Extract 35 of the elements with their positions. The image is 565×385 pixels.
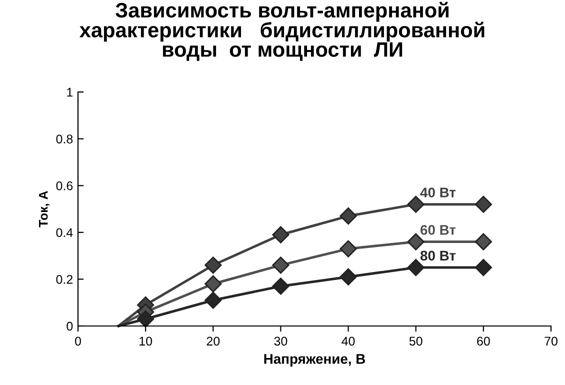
x-tick-label: 20 — [206, 336, 220, 346]
y-tick-label: 1 — [67, 88, 73, 97]
point — [474, 233, 492, 250]
point — [340, 268, 357, 286]
x-tick-label: 70 — [544, 336, 558, 346]
chart-title: Зависимость вольт-ампернаной характеристики бидистиллированной воды от мощности ЛИ — [80, 2, 484, 61]
point — [137, 310, 154, 328]
point — [204, 256, 222, 274]
x-tick-label: 40 — [342, 336, 355, 346]
y-tick-label: 0.8 — [56, 134, 73, 144]
x-tick-label: 30 — [274, 336, 288, 346]
y-tick-label: 0.2 — [56, 275, 73, 284]
x-axis-title: Напряжение, В — [264, 354, 366, 367]
point — [340, 207, 357, 225]
series-label: 60 Вт — [420, 225, 456, 235]
point — [340, 240, 357, 258]
y-axis-title: Ток, А — [39, 190, 50, 228]
point — [407, 196, 424, 213]
y-tick-label: 0.4 — [56, 228, 73, 238]
x-tick-label: 60 — [477, 336, 490, 346]
y-tick-label: 0 — [66, 322, 73, 331]
series-label: 80 Вт — [420, 250, 456, 261]
point — [474, 258, 492, 276]
x-tick-label: 10 — [140, 336, 152, 346]
point — [272, 256, 290, 274]
y-tick-label: 0.6 — [56, 181, 73, 190]
point — [272, 226, 290, 244]
x-tick-label: 50 — [409, 336, 422, 346]
point — [407, 233, 424, 250]
point — [272, 278, 290, 295]
x-tick-label: 0 — [75, 336, 81, 346]
series-label: 40 Вт — [420, 188, 456, 198]
point — [204, 275, 222, 292]
point — [204, 292, 222, 309]
point — [474, 196, 492, 213]
